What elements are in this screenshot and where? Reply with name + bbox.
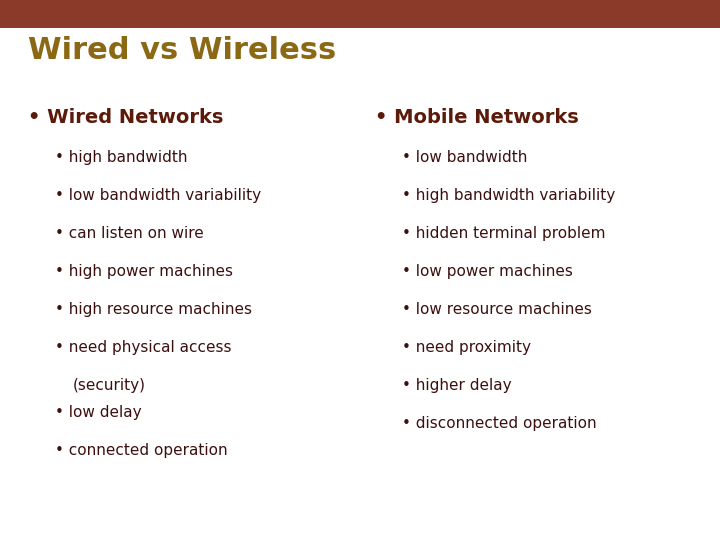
Text: • high resource machines: • high resource machines xyxy=(55,302,252,317)
Bar xyxy=(0,0,720,28)
Text: • Wired Networks: • Wired Networks xyxy=(28,108,223,127)
Text: • connected operation: • connected operation xyxy=(55,443,228,458)
Text: • low power machines: • low power machines xyxy=(402,264,573,279)
Text: • high bandwidth: • high bandwidth xyxy=(55,150,187,165)
Text: • need proximity: • need proximity xyxy=(402,340,531,355)
Text: • can listen on wire: • can listen on wire xyxy=(55,226,204,241)
Text: • low bandwidth: • low bandwidth xyxy=(402,150,527,165)
Text: • low resource machines: • low resource machines xyxy=(402,302,592,317)
Text: (security): (security) xyxy=(73,378,146,393)
Text: • Mobile Networks: • Mobile Networks xyxy=(375,108,579,127)
Text: • disconnected operation: • disconnected operation xyxy=(402,416,597,431)
Text: • high power machines: • high power machines xyxy=(55,264,233,279)
Text: • low bandwidth variability: • low bandwidth variability xyxy=(55,188,261,203)
Text: • higher delay: • higher delay xyxy=(402,378,512,393)
Text: • hidden terminal problem: • hidden terminal problem xyxy=(402,226,606,241)
Text: • high bandwidth variability: • high bandwidth variability xyxy=(402,188,616,203)
Text: • need physical access: • need physical access xyxy=(55,340,232,355)
Text: • low delay: • low delay xyxy=(55,406,142,420)
Text: Wired vs Wireless: Wired vs Wireless xyxy=(28,36,336,65)
